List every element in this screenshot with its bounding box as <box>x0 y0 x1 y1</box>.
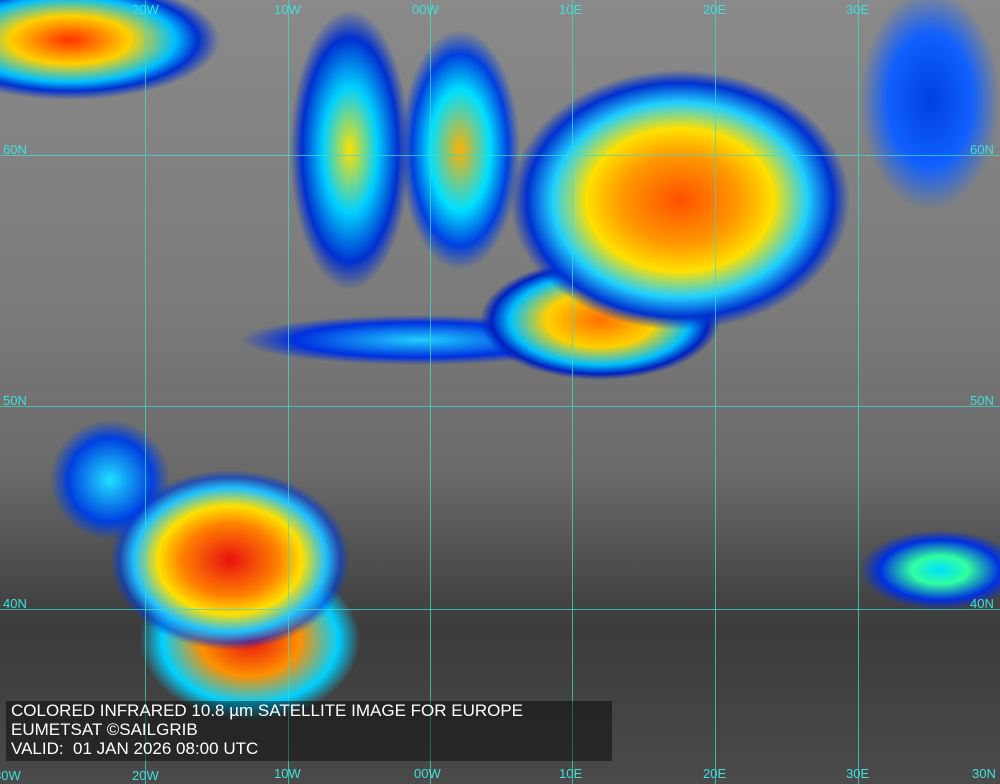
meridian-10e <box>572 0 573 784</box>
lat-label-left: 60N <box>3 142 27 157</box>
bottom-lon-label: 30E <box>846 766 870 781</box>
parallel-60n <box>0 155 1000 156</box>
image-caption: COLORED INFRARED 10.8 µm SATELLITE IMAGE… <box>6 701 612 761</box>
caption-credit: EUMETSAT ©SAILGRIB <box>11 720 198 739</box>
bottom-lon-label: 20E <box>703 766 727 781</box>
meridian-10w <box>288 0 289 784</box>
meridian-0 <box>430 0 431 784</box>
caption-valid-time: VALID: 01 JAN 2026 08:00 UTC <box>11 739 259 758</box>
lat-label-left: 50N <box>3 393 27 408</box>
lat-label-right: 50N <box>970 393 994 408</box>
parallel-50n <box>0 406 1000 407</box>
top-lon-label: 20E <box>703 2 727 17</box>
top-lon-label: 10W <box>274 2 301 17</box>
parallel-40n <box>0 609 1000 610</box>
top-lon-label: 20W <box>132 2 159 17</box>
meridian-30e <box>858 0 859 784</box>
bottom-lon-label: 10W <box>274 766 301 781</box>
caption-title: COLORED INFRARED 10.8 µm SATELLITE IMAGE… <box>11 701 524 720</box>
bottom-lon-label: 00W <box>414 766 441 781</box>
bottom-lon-label: 30W <box>0 768 21 783</box>
meridian-20e <box>715 0 716 784</box>
top-lon-label: 30E <box>846 2 870 17</box>
top-lon-label: 00W <box>412 2 439 17</box>
meridian-20w <box>145 0 146 784</box>
lat-label-right: 40N <box>970 596 994 611</box>
bottom-lon-label: 10E <box>559 766 583 781</box>
lat-label-left: 40N <box>3 596 27 611</box>
bottom-lat-label: 30N <box>972 766 996 781</box>
top-lon-label: 10E <box>559 2 583 17</box>
lat-label-right: 60N <box>970 142 994 157</box>
bottom-lon-label: 20W <box>132 768 159 783</box>
